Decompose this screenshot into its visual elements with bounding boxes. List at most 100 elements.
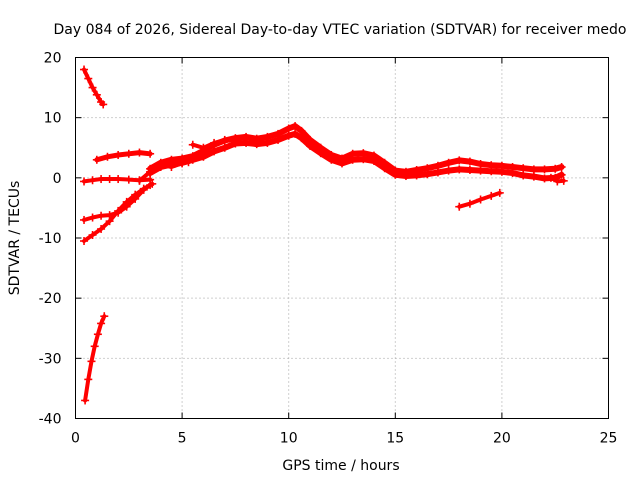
data-point	[391, 170, 400, 179]
data-point	[476, 166, 485, 175]
series-line	[190, 137, 227, 150]
series-track-g	[135, 158, 193, 185]
data-point	[80, 177, 89, 186]
chart-title: Day 084 of 2026, Sidereal Day-to-day VTE…	[54, 22, 627, 38]
series-main-band-lower	[146, 129, 566, 183]
data-point	[284, 124, 293, 133]
data-point	[135, 148, 144, 157]
data-point	[338, 159, 346, 168]
data-point	[131, 190, 140, 199]
data-point	[88, 83, 97, 92]
data-point	[444, 158, 453, 167]
data-point	[297, 126, 306, 135]
data-point	[93, 330, 102, 339]
data-point	[220, 143, 229, 152]
series-track-a	[80, 65, 108, 109]
y-tick-label: 20	[44, 51, 62, 67]
data-point	[369, 156, 378, 165]
series-line	[147, 123, 565, 175]
data-point	[199, 152, 208, 161]
data-point	[444, 166, 453, 175]
data-point	[99, 100, 108, 109]
data-point	[557, 163, 566, 172]
data-point	[423, 170, 432, 179]
data-point	[551, 164, 560, 173]
series-track-e	[80, 179, 157, 246]
data-point	[135, 176, 144, 185]
plot-frame	[75, 57, 609, 419]
data-point	[433, 168, 442, 177]
data-point	[167, 163, 176, 172]
y-tick-label: 10	[44, 111, 62, 127]
x-tick-label: 20	[493, 431, 511, 447]
data-point	[559, 176, 568, 185]
data-point	[100, 312, 109, 321]
data-point	[87, 357, 96, 366]
data-point	[156, 160, 165, 169]
data-point	[412, 171, 421, 180]
y-tick-labels: -40 -30 -20 -10 0 10 20	[39, 51, 62, 428]
gridlines	[75, 57, 609, 419]
data-point	[465, 199, 474, 208]
data-point	[139, 184, 148, 193]
data-point	[124, 175, 133, 184]
data-point	[465, 157, 474, 166]
series-track-i	[455, 188, 504, 211]
data-point	[188, 155, 197, 164]
data-point	[284, 131, 293, 140]
data-point	[146, 167, 155, 176]
y-tick-label: 0	[53, 171, 62, 187]
data-point	[540, 165, 549, 174]
y-tick-label: -30	[39, 351, 62, 367]
x-tick-label: 10	[280, 431, 298, 447]
data-point	[92, 155, 101, 164]
y-tick-label: -20	[39, 291, 62, 307]
data-point	[81, 396, 90, 405]
data-point	[497, 167, 506, 176]
data-point	[359, 155, 368, 164]
series-track-b	[81, 312, 109, 405]
data-point	[80, 237, 89, 246]
data-point	[188, 140, 197, 149]
data-point	[80, 65, 89, 74]
data-point	[487, 167, 496, 176]
data-point	[199, 143, 208, 152]
data-point	[327, 155, 336, 164]
x-tick-label: 0	[71, 431, 80, 447]
data-point	[80, 215, 89, 224]
series-track-f	[92, 148, 155, 164]
data-point	[97, 211, 106, 220]
data-point	[92, 90, 101, 99]
data-point	[105, 175, 114, 184]
data-point	[529, 172, 538, 181]
data-point	[88, 176, 97, 185]
data-point	[274, 135, 283, 144]
data-point	[88, 213, 97, 222]
data-point	[178, 159, 187, 168]
data-point	[557, 170, 566, 179]
data-point	[291, 129, 300, 138]
data-point	[380, 164, 389, 173]
data-point	[88, 230, 97, 239]
data-point	[114, 206, 123, 215]
x-tick-label: 5	[178, 431, 187, 447]
data-point	[348, 155, 357, 164]
data-point	[90, 342, 99, 351]
series-track-h	[188, 135, 229, 152]
data-point	[210, 138, 219, 147]
data-point	[476, 195, 485, 204]
data-point	[210, 147, 219, 156]
data-point	[263, 138, 272, 147]
data-point	[97, 175, 106, 184]
data-point	[97, 224, 106, 233]
data-point	[455, 165, 464, 174]
data-point	[546, 173, 555, 182]
x-tick-labels: 0 5 10 15 20 25	[71, 431, 617, 447]
data-point	[316, 149, 325, 158]
data-point	[306, 141, 315, 150]
data-point	[220, 135, 229, 144]
data-point	[529, 165, 538, 174]
data-point	[252, 140, 261, 149]
data-point	[519, 164, 528, 173]
